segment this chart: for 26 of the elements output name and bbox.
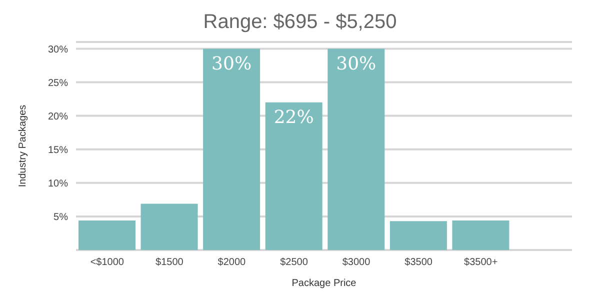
- chart-title: Range: $695 - $5,250: [202, 10, 398, 35]
- y-tick-label: 20%: [48, 111, 68, 122]
- y-tick-label: 30%: [48, 44, 68, 56]
- bar: [78, 220, 136, 250]
- y-tick-label: 5%: [54, 212, 68, 223]
- y-tick-label: 15%: [48, 144, 68, 156]
- bar: [452, 220, 510, 250]
- x-tick-label: $3500+: [464, 257, 498, 268]
- bar: [203, 48, 260, 250]
- y-tick-label: 10%: [48, 178, 68, 190]
- data-label: 30%: [336, 53, 376, 74]
- data-label: 30%: [212, 53, 252, 74]
- x-axis-title: Package Price: [292, 278, 357, 289]
- y-tick-label: 25%: [48, 78, 68, 89]
- data-label: 22%: [274, 107, 314, 128]
- bar: [265, 102, 322, 250]
- bar: [140, 204, 198, 250]
- x-tick-label: $2000: [218, 257, 246, 268]
- x-tick-label: $2500: [280, 257, 308, 268]
- x-tick-label: $3500: [404, 257, 433, 268]
- x-tick-label: <$1000: [90, 257, 124, 268]
- bar: [390, 221, 447, 250]
- bar: [328, 48, 385, 250]
- y-axis-title: Industry Packages: [18, 104, 29, 188]
- x-tick-label: $1500: [156, 257, 184, 268]
- x-tick-label: $3000: [342, 257, 371, 268]
